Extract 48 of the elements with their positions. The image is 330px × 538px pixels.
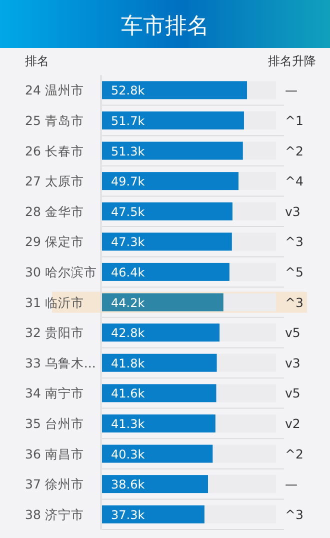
y-tick-label: 34 南宁市	[25, 386, 84, 401]
y-tick-label: 28 金华市	[25, 204, 84, 219]
y-tick-label: 29 保定市	[25, 234, 84, 250]
y2-tick-label: v5	[285, 325, 300, 340]
y2-tick-label: v2	[285, 416, 300, 431]
y2-tick-label: ^3	[285, 294, 304, 310]
y-tick-label: 31 临沂市	[25, 294, 84, 310]
y-tick-label: 36 南昌市	[25, 446, 84, 462]
y2-tick-label: ^3	[285, 506, 304, 522]
data-label: 49.7k	[111, 174, 145, 189]
data-label: 42.8k	[111, 326, 145, 340]
y-tick-label: 38 济宁市	[25, 506, 84, 522]
y2-tick-label: ^2	[285, 143, 304, 158]
data-label: 41.6k	[111, 386, 145, 401]
y2-tick-label: ^2	[285, 446, 304, 462]
y2-tick-label: ^3	[285, 234, 304, 250]
y-tick-label: 33 乌鲁木...	[25, 355, 96, 370]
data-label: 44.2k	[111, 296, 145, 310]
y2-tick-label: ^5	[285, 264, 304, 280]
y2-tick-label: v3	[285, 355, 300, 370]
y2-tick-label: —	[285, 476, 298, 492]
y-tick-label: 25 青岛市	[25, 112, 84, 128]
data-label: 46.4k	[111, 265, 145, 280]
data-label: 38.6k	[111, 478, 145, 492]
text: 排名	[25, 54, 49, 68]
y-tick-label: 24 温州市	[25, 82, 84, 98]
y-tick-label: 37 徐州市	[25, 476, 84, 492]
y2-tick-label: ^1	[285, 112, 304, 128]
data-label: 37.3k	[111, 508, 145, 522]
data-label: 52.8k	[111, 84, 145, 98]
data-label: 41.3k	[111, 416, 145, 431]
y-tick-label: 26 长春市	[25, 143, 84, 158]
y-tick-label: 30 哈尔滨市	[25, 264, 97, 280]
y-tick-label: 35 台州市	[25, 416, 84, 431]
y-tick-label: 32 贵阳市	[25, 325, 84, 340]
text: 排名升降	[268, 54, 316, 68]
chart-title: 车市排名	[121, 14, 209, 39]
data-label: 40.3k	[111, 447, 145, 462]
y2-tick-label: v5	[285, 386, 300, 401]
y2-tick-label: ^4	[285, 174, 304, 189]
y2-tick-label: —	[285, 82, 298, 98]
data-label: 47.3k	[111, 235, 145, 250]
data-label: 51.3k	[111, 144, 145, 158]
y-tick-label: 27 太原市	[25, 174, 84, 189]
data-label: 51.7k	[111, 114, 145, 128]
data-label: 47.5k	[111, 204, 145, 219]
y2-tick-label: v3	[285, 204, 300, 219]
data-label: 41.8k	[111, 356, 145, 370]
